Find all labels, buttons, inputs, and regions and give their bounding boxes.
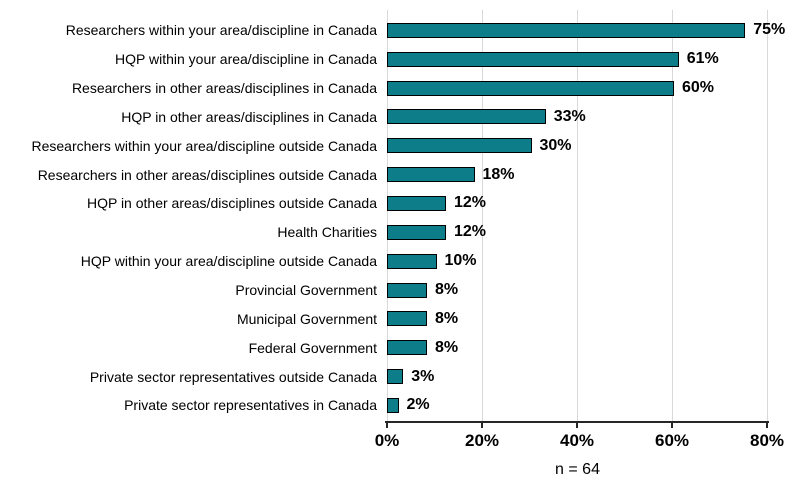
category-label: Municipal Government — [236, 310, 377, 327]
category-label: Federal Government — [248, 339, 377, 356]
bar-row: Municipal Government 8% — [0, 304, 800, 333]
category-label: Researchers within your area/discipline … — [65, 22, 377, 39]
bar — [387, 167, 475, 183]
x-axis-line — [385, 421, 769, 423]
x-tick-mark — [576, 423, 578, 428]
category-label: HQP within your area/discipline outside … — [80, 253, 377, 270]
x-tick-label: 60% — [654, 431, 690, 450]
bar — [387, 224, 446, 240]
value-label: 12% — [454, 223, 487, 241]
bar — [387, 282, 427, 298]
x-tick-mark — [481, 423, 483, 428]
x-tick-mark — [386, 423, 388, 428]
value-label: 8% — [435, 338, 459, 356]
value-label: 2% — [406, 396, 430, 414]
sample-size-caption: n = 64 — [555, 461, 600, 478]
category-label: Researchers in other areas/disciplines o… — [37, 166, 377, 183]
bar — [387, 311, 427, 327]
value-label: 12% — [454, 194, 487, 212]
bar-row: HQP within your area/discipline in Canad… — [0, 45, 800, 74]
value-label: 3% — [411, 367, 435, 385]
category-label: Private sector representatives outside C… — [89, 368, 377, 385]
bar-row: Health Charities 12% — [0, 218, 800, 247]
bar — [387, 397, 399, 413]
gridline — [672, 10, 673, 422]
bar — [387, 195, 446, 211]
category-label: Researchers within your area/discipline … — [31, 137, 377, 154]
category-label: Provincial Government — [235, 282, 377, 299]
bar-row: Researchers in other areas/disciplines o… — [0, 160, 800, 189]
category-label: Health Charities — [277, 224, 377, 241]
value-label: 10% — [444, 252, 477, 270]
value-label: 8% — [435, 281, 459, 299]
bar — [387, 51, 679, 67]
value-label: 8% — [435, 309, 459, 327]
category-label: Researchers in other areas/disciplines i… — [71, 80, 377, 97]
bar-row: Provincial Government 8% — [0, 276, 800, 305]
x-tick-mark — [766, 423, 768, 428]
bar — [387, 369, 404, 385]
x-tick-label: 80% — [749, 431, 785, 450]
bar-row: Private sector representatives in Canada… — [0, 391, 800, 420]
value-label: 75% — [753, 21, 786, 39]
bar-row: Federal Government 8% — [0, 333, 800, 362]
bar-row: HQP within your area/discipline outside … — [0, 247, 800, 276]
gridline — [482, 10, 483, 422]
bar-rows: Researchers within your area/discipline … — [0, 16, 800, 420]
bar — [387, 109, 546, 125]
bar — [387, 138, 532, 154]
bar — [387, 340, 427, 356]
x-tick-label: 40% — [559, 431, 595, 450]
category-label: HQP within your area/discipline in Canad… — [115, 51, 377, 68]
category-label: HQP in other areas/disciplines in Canada — [121, 108, 377, 125]
bar-row: Researchers in other areas/disciplines i… — [0, 74, 800, 103]
gridline — [387, 10, 388, 422]
value-label: 61% — [686, 50, 719, 68]
value-label: 18% — [482, 165, 515, 183]
x-tick-label: 20% — [464, 431, 500, 450]
bar-row: Researchers within your area/discipline … — [0, 131, 800, 160]
value-label: 33% — [553, 107, 586, 125]
gridline — [577, 10, 578, 422]
value-label: 30% — [539, 136, 572, 154]
x-tick-label: 0% — [374, 431, 400, 450]
bar-row: Private sector representatives outside C… — [0, 362, 800, 391]
value-label: 60% — [682, 79, 715, 97]
bar — [387, 253, 437, 269]
bar — [387, 22, 746, 38]
gridlines — [387, 10, 768, 422]
category-label: Private sector representatives in Canada — [124, 397, 377, 414]
bar-row: Researchers within your area/discipline … — [0, 16, 800, 45]
gridline — [767, 10, 768, 422]
bar — [387, 80, 674, 96]
bar-row: HQP in other areas/disciplines in Canada… — [0, 103, 800, 132]
category-label: HQP in other areas/disciplines outside C… — [86, 195, 377, 212]
bar-row: HQP in other areas/disciplines outside C… — [0, 189, 800, 218]
x-tick-mark — [671, 423, 673, 428]
